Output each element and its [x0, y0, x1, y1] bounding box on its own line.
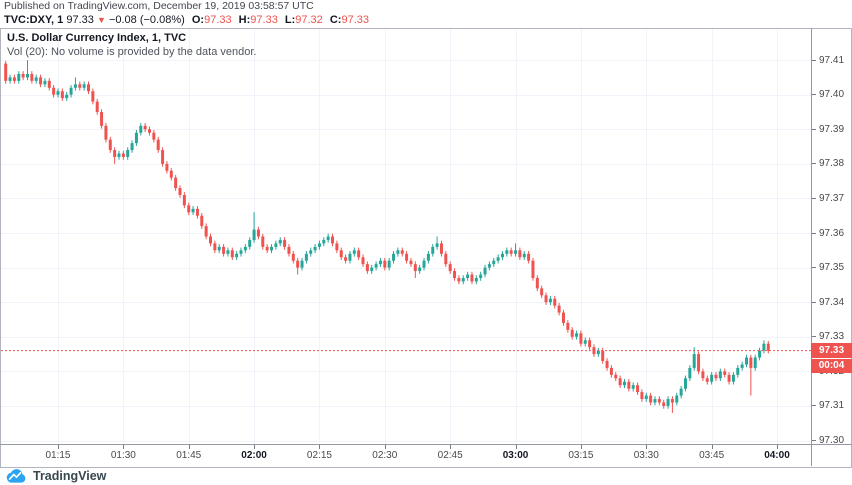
bar-close-countdown: 00:04	[811, 359, 852, 374]
price-axis-tick	[812, 405, 816, 407]
price-axis-separator	[811, 28, 812, 466]
price-axis-tick	[812, 94, 816, 96]
price-axis-label: 97.38	[819, 158, 845, 170]
time-axis-label: 02:30	[372, 450, 398, 461]
open-value: 97.33	[204, 14, 232, 26]
low-label: L:	[284, 14, 296, 26]
high-label: H:	[238, 14, 251, 26]
time-axis-tick	[580, 445, 582, 449]
time-axis-label: 03:45	[699, 450, 725, 461]
price-axis-label: 97.39	[819, 123, 845, 135]
tradingview-logo-icon	[6, 469, 26, 483]
chart-plot-area[interactable]	[1, 29, 811, 444]
price-axis-tick	[812, 163, 816, 165]
price-axis-tick	[812, 232, 816, 234]
time-axis[interactable]: 01:15 01:30 01:45 02:00 02:15 02:30 02:45 03:00…	[0, 445, 811, 466]
price-axis-label: 97.30	[819, 435, 845, 447]
time-axis-tick	[188, 445, 190, 449]
last-price: 97.33	[66, 14, 94, 26]
time-axis-label: 01:45	[176, 450, 202, 461]
price-axis-tick	[812, 197, 816, 199]
price-axis-label: 97.34	[819, 296, 845, 308]
price-axis-tick	[812, 128, 816, 130]
time-axis-label: 01:30	[110, 450, 136, 461]
tradingview-attribution[interactable]: TradingView	[5, 468, 106, 484]
price-axis-label: 97.31	[819, 400, 845, 412]
price-axis-tick	[812, 301, 816, 303]
high-value: 97.33	[250, 14, 278, 26]
time-axis-tick	[515, 445, 517, 449]
close-label: C:	[329, 14, 342, 26]
candlesticks	[4, 60, 770, 413]
tradingview-brand-text: TradingView	[33, 469, 107, 483]
time-axis-tick	[776, 445, 778, 449]
time-axis-tick	[57, 445, 59, 449]
chart-frame	[0, 28, 852, 468]
price-axis-tick	[812, 59, 816, 61]
time-axis-tick	[646, 445, 648, 449]
price-axis-label: 97.33	[819, 331, 845, 343]
price-axis-label: 97.37	[819, 192, 845, 204]
price-axis-tick	[812, 267, 816, 269]
down-triangle-icon: ▼	[96, 15, 106, 25]
time-axis-label: 03:00	[502, 450, 529, 461]
time-axis-label: 02:45	[437, 450, 463, 461]
price-axis-tick	[812, 440, 816, 442]
price-axis-label: 97.41	[819, 54, 845, 66]
time-axis-tick	[319, 445, 321, 449]
time-axis-tick	[711, 445, 713, 449]
open-label: O:	[191, 14, 205, 26]
symbol-interval: TVC:DXY, 1	[4, 14, 64, 26]
price-axis-label: 97.35	[819, 262, 845, 274]
current-price-value: 97.33	[818, 345, 845, 357]
price-axis-label: 97.36	[819, 227, 845, 239]
time-axis-tick	[123, 445, 125, 449]
time-axis-separator	[0, 444, 852, 445]
time-axis-tick	[384, 445, 386, 449]
current-price-label: 97.33	[811, 343, 852, 359]
time-axis-tick	[450, 445, 452, 449]
time-axis-label: 01:15	[45, 450, 71, 461]
time-axis-label: 02:00	[241, 450, 267, 461]
price-axis-tick	[812, 336, 816, 338]
time-axis-label: 03:15	[568, 450, 594, 461]
ticker-row: TVC:DXY, 1 97.33 ▼ −0.08 (−0.08%) O:97.3…	[4, 13, 369, 27]
countdown-value: 00:04	[818, 360, 845, 372]
price-axis-label: 97.40	[819, 89, 845, 101]
time-axis-label: 02:15	[306, 450, 332, 461]
time-axis-label: 04:00	[764, 450, 790, 461]
time-axis-tick	[254, 445, 256, 449]
gridlines	[1, 29, 811, 444]
low-value: 97.32	[295, 14, 323, 26]
close-value: 97.33	[341, 14, 369, 26]
price-change: −0.08 (−0.08%)	[108, 14, 185, 26]
time-axis-label: 03:30	[633, 450, 659, 461]
price-axis[interactable]: 97.41 97.40 97.39 97.38 97.37 97.36 97.35 97.34…	[812, 28, 851, 447]
published-line: Published on TradingView.com, December 1…	[4, 0, 314, 12]
